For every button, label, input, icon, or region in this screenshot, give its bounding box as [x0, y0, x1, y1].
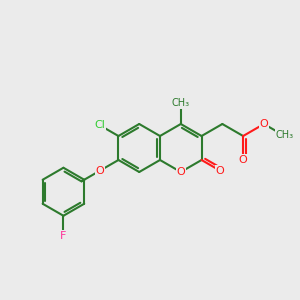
Text: O: O — [96, 166, 104, 176]
Text: O: O — [260, 119, 268, 129]
Text: O: O — [176, 167, 185, 177]
Text: CH₃: CH₃ — [276, 130, 294, 140]
Text: CH₃: CH₃ — [172, 98, 190, 108]
Text: Cl: Cl — [94, 120, 105, 130]
Text: O: O — [215, 166, 224, 176]
Text: O: O — [239, 155, 248, 165]
Text: F: F — [60, 231, 67, 241]
